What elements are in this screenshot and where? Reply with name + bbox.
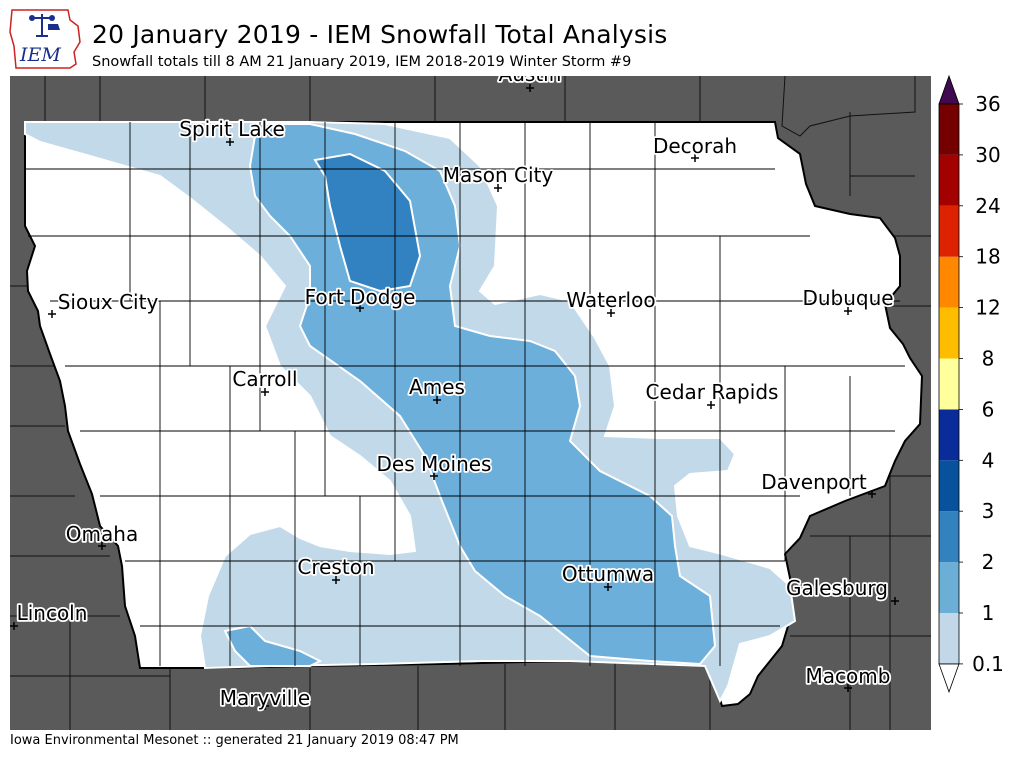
colorbar-under-triangle xyxy=(938,663,960,694)
city-label-davenport: Davenport xyxy=(761,470,867,494)
city-marker-macomb xyxy=(844,684,852,692)
colorbar-segment xyxy=(939,256,959,308)
city-label-fort-dodge: Fort Dodge xyxy=(305,285,416,309)
colorbar-segment xyxy=(939,154,959,206)
city-marker-austin xyxy=(526,84,534,92)
colorbar-tick-label: 4 xyxy=(982,448,995,472)
city-label-mason-city: Mason City xyxy=(443,163,554,187)
colorbar-tick-label: 3 xyxy=(982,499,995,523)
weather-instrument-icon xyxy=(29,14,60,37)
city-marker-carroll xyxy=(261,388,269,396)
city-marker-decorah xyxy=(691,154,699,162)
colorbar-segment xyxy=(939,205,959,257)
iowa-county-lines xyxy=(25,122,905,666)
colorbar-tick-label: 18 xyxy=(975,245,1000,269)
city-marker-mason-city xyxy=(494,184,502,192)
header: IEM 20 January 2019 - IEM Snowfall Total… xyxy=(0,0,1024,76)
city-label-macomb: Macomb xyxy=(806,664,891,688)
colorbar-segment xyxy=(939,307,959,359)
colorbar-segment xyxy=(939,104,959,155)
colorbar-segment xyxy=(939,511,959,563)
city-marker-davenport xyxy=(868,490,876,498)
map-title: 20 January 2019 - IEM Snowfall Total Ana… xyxy=(92,20,668,49)
colorbar-over-triangle xyxy=(938,74,960,105)
city-label-ames: Ames xyxy=(409,375,465,399)
city-marker-creston xyxy=(332,576,340,584)
footer-credit: Iowa Environmental Mesonet :: generated … xyxy=(10,733,459,748)
city-label-creston: Creston xyxy=(297,555,374,579)
city-label-decorah: Decorah xyxy=(653,134,737,158)
city-marker-cedar-rapids xyxy=(707,401,715,409)
city-marker-waterloo xyxy=(607,309,615,317)
colorbar-segment xyxy=(939,613,959,664)
map-subtitle: Snowfall totals till 8 AM 21 January 201… xyxy=(92,54,632,70)
colorbar-segment xyxy=(939,460,959,512)
iem-logo: IEM xyxy=(9,9,81,69)
city-labels: Austin Spirit Lake Decorah Mason City Sioux … xyxy=(10,76,899,712)
city-label-ottumwa: Ottumwa xyxy=(562,562,654,586)
city-label-dubuque: Dubuque xyxy=(802,286,893,310)
colorbar-tick-label: 12 xyxy=(975,296,1000,320)
city-label-austin: Austin xyxy=(499,76,562,86)
city-marker-galesburg xyxy=(891,597,899,605)
colorbar-tick-label: 6 xyxy=(982,397,995,421)
city-label-des-moines: Des Moines xyxy=(377,452,492,476)
city-label-sioux-city: Sioux City xyxy=(58,290,159,314)
logo-text: IEM xyxy=(19,44,61,66)
colorbar-tick-label: 8 xyxy=(982,347,995,371)
city-marker-maryville xyxy=(261,702,269,710)
city-marker-lincoln xyxy=(10,622,18,630)
colorbar-tick-label: 1 xyxy=(982,601,995,625)
city-label-galesburg: Galesburg xyxy=(786,576,888,600)
city-label-cedar-rapids: Cedar Rapids xyxy=(646,380,779,404)
colorbar-tick-label: 24 xyxy=(975,194,1000,218)
neighbor-county-lines xyxy=(10,76,931,730)
city-label-omaha: Omaha xyxy=(66,522,138,546)
city-label-lincoln: Lincoln xyxy=(17,601,88,625)
city-marker-ames xyxy=(433,396,441,404)
city-label-carroll: Carroll xyxy=(232,367,297,391)
city-marker-dubuque xyxy=(844,307,852,315)
snowfall-map: Austin Spirit Lake Decorah Mason City Sioux … xyxy=(10,76,931,730)
colorbar-tick-label: 0.1 xyxy=(972,652,1004,676)
colorbar-outline xyxy=(938,103,960,665)
colorbar-tick-label: 2 xyxy=(982,550,995,574)
colorbar-segment xyxy=(939,409,959,461)
colorbar-tick-label: 30 xyxy=(975,143,1000,167)
city-marker-des-moines xyxy=(430,472,438,480)
city-label-maryville: Maryville xyxy=(220,686,310,710)
colorbar-segment xyxy=(939,562,959,613)
city-marker-ottumwa xyxy=(604,583,612,591)
city-label-waterloo: Waterloo xyxy=(566,288,655,312)
colorbar-segment xyxy=(939,358,959,410)
city-marker-omaha xyxy=(98,542,106,550)
city-marker-fort-dodge xyxy=(356,304,364,312)
city-marker-sioux-city xyxy=(48,310,56,318)
city-marker-spirit-lake xyxy=(226,138,234,146)
city-label-spirit-lake: Spirit Lake xyxy=(179,117,285,141)
colorbar-tick-label: 36 xyxy=(975,92,1000,116)
